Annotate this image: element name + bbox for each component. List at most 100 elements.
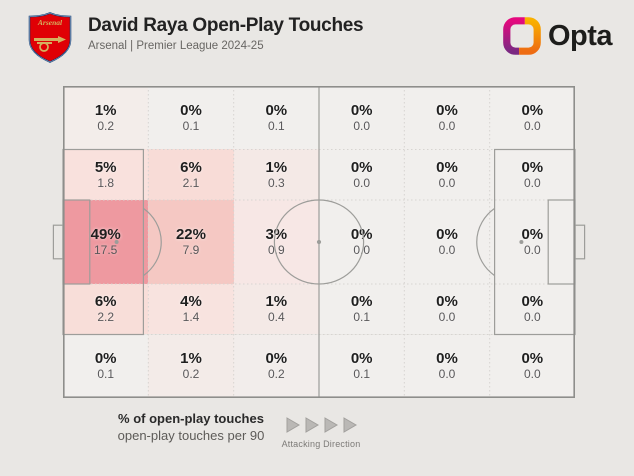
legend-per90-label: open-play touches per 90: [117, 428, 265, 443]
zone-percent: 3%: [265, 225, 288, 243]
zone-per90: 0.2: [267, 367, 285, 382]
zone-per90: 0.1: [353, 310, 370, 325]
zone-per90: 0.0: [523, 175, 541, 190]
zone-per90: 0.0: [438, 367, 456, 382]
pitch-zone: 6% 2.1: [148, 149, 234, 200]
zone-per90: 0.0: [523, 367, 541, 382]
zone-percent: 0%: [180, 101, 202, 119]
zone-per90: 0.1: [353, 367, 370, 382]
pitch-zone: 0% 0.1: [148, 86, 234, 150]
crest-cannon: [34, 36, 66, 52]
zone-percent: 0%: [350, 293, 373, 311]
zone-percent: 0%: [521, 350, 544, 368]
zone-percent: 0%: [265, 101, 288, 119]
zone-per90: 0.0: [438, 242, 456, 257]
zone-percent: 0%: [436, 293, 458, 311]
zone-percent: 0%: [436, 101, 458, 119]
zone-per90: 0.1: [97, 367, 114, 382]
arrow-right-icon: [343, 417, 357, 433]
zone-percent: 0%: [436, 158, 458, 176]
page-title: David Raya Open-Play Touches: [88, 15, 364, 36]
pitch-zone: 0% 0.0: [404, 149, 490, 200]
pitch-zone: 0% 0.2: [233, 334, 319, 398]
pitch-zone: 5% 1.8: [63, 149, 149, 200]
arrow-right-icon: [286, 417, 300, 433]
zone-per90: 0.2: [182, 367, 200, 382]
pitch-zone: 0% 0.0: [489, 334, 575, 398]
zone-percent: 22%: [175, 225, 206, 243]
attacking-direction-label: Attacking Direction: [281, 439, 361, 449]
pitch-zone: 22% 7.9: [148, 199, 234, 285]
zone-percent: 5%: [94, 158, 117, 176]
zone-percent: 0%: [265, 350, 288, 368]
zone-percent: 0%: [521, 158, 544, 176]
zone-per90: 0.0: [438, 118, 456, 133]
pitch-zone: 0% 0.1: [319, 284, 405, 335]
zone-percent: 1%: [265, 293, 288, 311]
zone-percent: 6%: [94, 293, 117, 311]
zone-percent: 6%: [180, 158, 202, 176]
page-subtitle: Arsenal | Premier League 2024-25: [88, 40, 264, 52]
pitch-zone: 0% 0.1: [233, 86, 319, 150]
zone-per90: 0.0: [523, 310, 541, 325]
zone-percent: 0%: [350, 225, 373, 243]
zone-percent: 0%: [521, 293, 544, 311]
zone-per90: 2.1: [182, 175, 200, 190]
zone-percent: 1%: [180, 350, 202, 368]
zone-percent: 0%: [521, 101, 544, 119]
zone-percent: 0%: [436, 225, 458, 243]
zone-percent: 0%: [94, 350, 117, 368]
zone-percent: 0%: [350, 350, 373, 368]
pitch-zone: 6% 2.2: [63, 284, 149, 335]
zone-per90: 0.3: [267, 175, 285, 190]
pitch-zone: 1% 0.4: [233, 284, 319, 335]
opta-logo: Opta: [503, 17, 613, 55]
zone-per90: 0.4: [267, 310, 285, 325]
right-goal: [574, 224, 586, 260]
arrow-right-icon: [324, 417, 338, 433]
pitch-zones: 1% 0.2 0% 0.1 0% 0.1 0% 0.0 0% 0.0 0% 0.0 5% 1.8 6% 2.1…: [63, 86, 575, 398]
pitch-zone: 0% 0.0: [404, 86, 490, 150]
pitch-zone: 1% 0.3: [233, 149, 319, 200]
pitch-zone: 0% 0.0: [489, 284, 575, 335]
zone-per90: 0.0: [438, 310, 456, 325]
crest-club-name: Arsenal: [37, 18, 63, 27]
pitch-zone: 0% 0.0: [489, 86, 575, 150]
pitch-zone: 4% 1.4: [148, 284, 234, 335]
zone-per90: 0.1: [267, 118, 285, 133]
pitch-zone: 0% 0.1: [319, 334, 405, 398]
zone-per90: 0.9: [267, 242, 285, 257]
zone-per90: 2.2: [97, 310, 114, 325]
pitch-zone: 0% 0.0: [319, 199, 405, 285]
pitch: 1% 0.2 0% 0.1 0% 0.1 0% 0.0 0% 0.0 0% 0.0 5% 1.8 6% 2.1…: [52, 86, 586, 398]
opta-logo-icon: [503, 17, 541, 55]
zone-per90: 1.8: [97, 175, 114, 190]
arrow-right-icon: [305, 417, 319, 433]
zone-per90: 0.0: [353, 175, 370, 190]
opta-logo-text: Opta: [547, 20, 613, 52]
pitch-zone: 0% 0.1: [63, 334, 149, 398]
zone-per90: 1.4: [182, 310, 200, 325]
pitch-zone: 49% 17.5: [63, 199, 149, 285]
pitch-zone: 0% 0.0: [404, 199, 490, 285]
attacking-direction-arrows: [266, 417, 376, 434]
pitch-zone: 1% 0.2: [63, 86, 149, 150]
zone-percent: 4%: [180, 293, 202, 311]
zone-percent: 1%: [265, 158, 288, 176]
zone-percent: 0%: [350, 101, 373, 119]
zone-per90: 7.9: [182, 242, 200, 257]
arsenal-crest-icon: Arsenal: [28, 12, 72, 63]
left-goal: [52, 224, 64, 260]
pitch-zone: 0% 0.0: [404, 284, 490, 335]
legend-percent-label: % of open-play touches: [118, 411, 264, 426]
pitch-zone: 3% 0.9: [233, 199, 319, 285]
zone-per90: 0.2: [97, 118, 114, 133]
zone-percent: 0%: [436, 350, 458, 368]
zone-per90: 0.0: [353, 118, 370, 133]
pitch-zone: 1% 0.2: [148, 334, 234, 398]
zone-percent: 0%: [350, 158, 373, 176]
zone-per90: 17.5: [93, 242, 118, 257]
zone-percent: 0%: [521, 225, 544, 243]
zone-percent: 1%: [94, 101, 117, 119]
